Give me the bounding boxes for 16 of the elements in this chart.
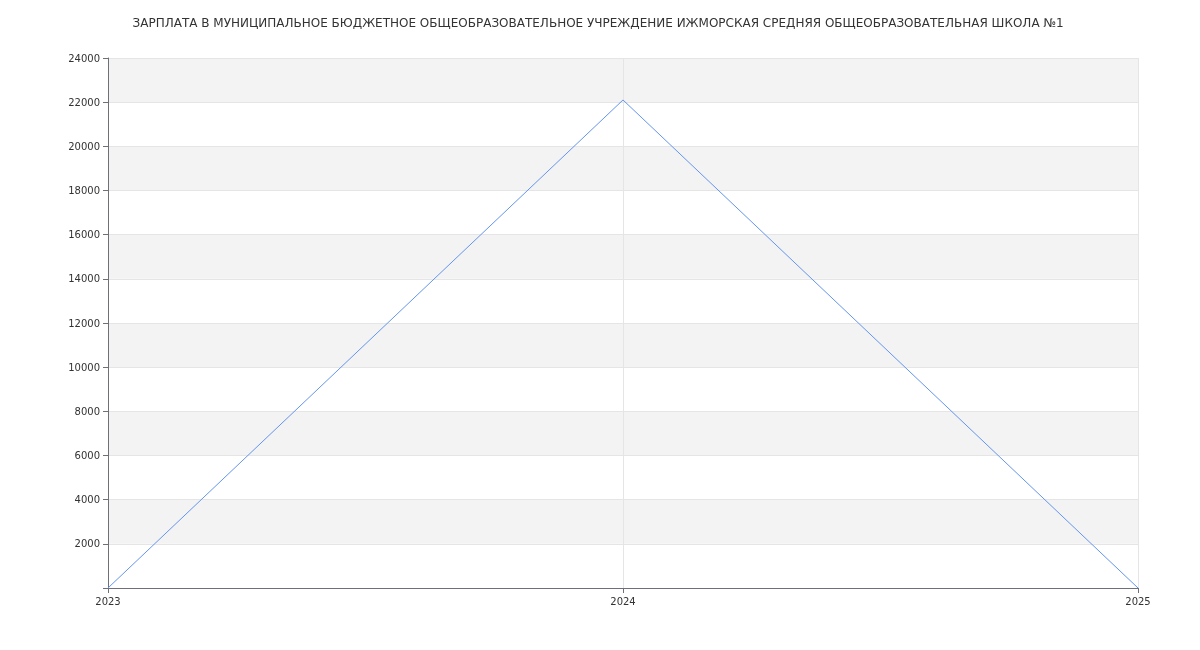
y-tick-label: 14000 <box>68 273 100 285</box>
y-tick-label: 16000 <box>68 229 100 241</box>
x-tick-label: 2025 <box>1125 595 1151 607</box>
y-tick-label: 8000 <box>74 405 100 417</box>
chart-title: ЗАРПЛАТА В МУНИЦИПАЛЬНОЕ БЮДЖЕТНОЕ ОБЩЕОБРАЗОВАТЕЛЬНОЕ УЧРЕЖДЕНИЕ ИЖМОРСКАЯ СРЕДНЯЯ ОБЩЕОБРАЗОВАТЕЛЬНАЯ ШКОЛА №1 <box>132 16 1064 30</box>
y-tick-label: 4000 <box>74 494 100 506</box>
y-tick-label: 2000 <box>74 538 100 550</box>
y-tick-label: 24000 <box>68 52 100 64</box>
x-tick-label: 2023 <box>95 595 121 607</box>
x-tick-label: 2024 <box>610 595 636 607</box>
y-tick-label: 12000 <box>68 317 100 329</box>
y-tick-label: 18000 <box>68 185 100 196</box>
y-tick-label: 6000 <box>74 450 100 461</box>
y-tick-label: 20000 <box>68 140 100 152</box>
y-tick-label: 10000 <box>68 361 100 373</box>
y-tick-label: 22000 <box>68 96 100 108</box>
